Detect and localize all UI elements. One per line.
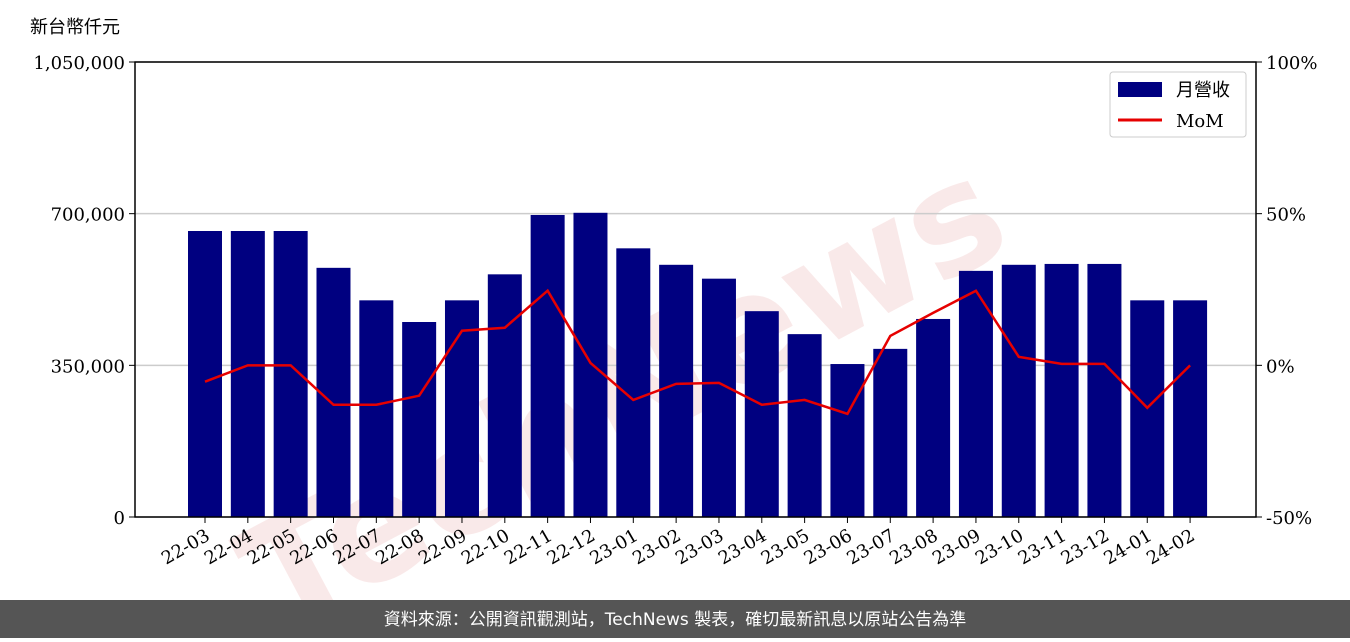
footer: 資料來源：公開資訊觀測站，TechNews 製表，確切最新訊息以原站公告為準 xyxy=(384,610,966,630)
x-tick-label: 23-12 xyxy=(1057,525,1112,569)
y-tick-label: 700,000 xyxy=(51,205,125,226)
bar xyxy=(1173,300,1208,517)
y-tick-label: 0 xyxy=(114,508,125,529)
x-tick-label: 23-09 xyxy=(929,525,984,569)
bar xyxy=(830,364,865,517)
x-tick-label: 23-05 xyxy=(758,525,813,569)
x-tick-label: 23-06 xyxy=(801,525,856,569)
x-tick-label: 23-02 xyxy=(629,525,684,569)
legend-label: 月營收 xyxy=(1176,80,1230,101)
bar xyxy=(273,231,308,517)
x-tick-label: 23-01 xyxy=(586,525,641,569)
x-tick-label: 23-07 xyxy=(843,525,898,569)
bar xyxy=(230,231,265,517)
y-tick-label: 350,000 xyxy=(51,356,125,377)
y-tick-label: 1,050,000 xyxy=(33,53,125,74)
y2-tick-label: -50% xyxy=(1266,508,1312,529)
bar xyxy=(873,348,908,517)
bar xyxy=(1001,264,1036,517)
bar xyxy=(530,214,565,517)
bar xyxy=(1044,263,1079,517)
x-tick-label: 23-11 xyxy=(1015,525,1070,569)
bar xyxy=(487,274,522,517)
bar xyxy=(958,270,993,517)
x-tick-label: 23-04 xyxy=(715,525,770,569)
y-axis-label: 新台幣仟元 xyxy=(30,17,120,38)
x-tick-label: 23-08 xyxy=(886,525,941,569)
y2-tick-label: 50% xyxy=(1266,205,1306,226)
x-tick-label: 23-10 xyxy=(972,525,1027,569)
legend-label: MoM xyxy=(1176,111,1224,132)
bar xyxy=(916,318,951,517)
line xyxy=(204,288,1191,416)
plot-frame xyxy=(134,61,1257,518)
bar xyxy=(188,231,222,517)
y2-tick-label: 0% xyxy=(1266,356,1295,377)
bar xyxy=(402,322,437,517)
y2-tick-label: 100% xyxy=(1266,53,1317,74)
legend-swatch xyxy=(1118,82,1162,97)
bar xyxy=(444,300,479,517)
bar xyxy=(744,311,779,517)
bar xyxy=(359,300,394,517)
bar xyxy=(616,248,651,518)
x-tick-label: 24-02 xyxy=(1143,525,1198,569)
bar xyxy=(1087,263,1122,517)
bar xyxy=(701,278,736,517)
x-tick-label: 22-03 xyxy=(158,525,213,569)
bar xyxy=(787,334,822,517)
bar xyxy=(573,212,608,518)
bar xyxy=(316,267,351,517)
bar xyxy=(659,264,694,517)
footer-bar xyxy=(0,600,1350,638)
x-tick-label: 23-03 xyxy=(672,525,727,569)
x-tick-label: 24-01 xyxy=(1100,525,1155,569)
